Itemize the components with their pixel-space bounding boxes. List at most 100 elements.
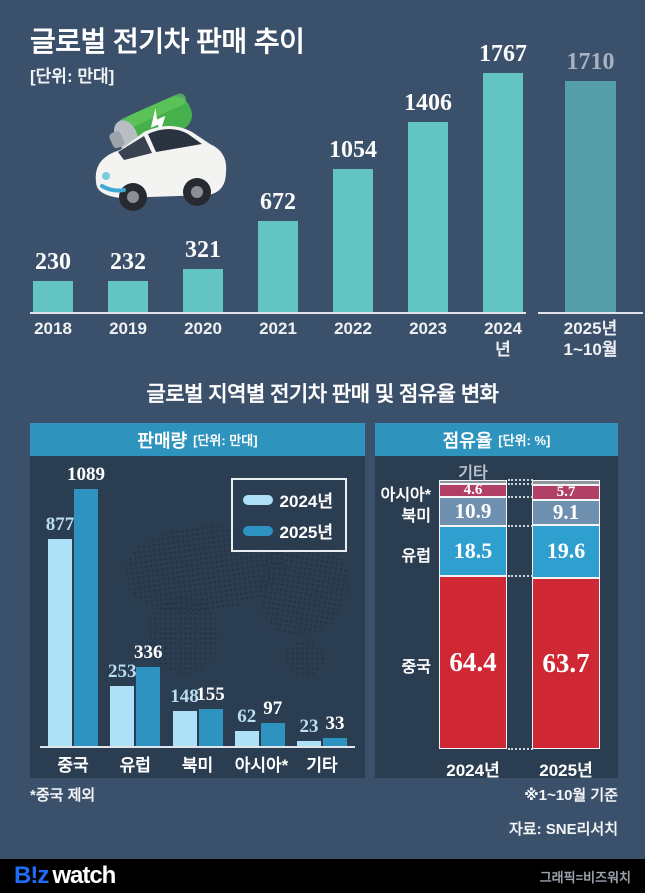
connector-line xyxy=(508,479,533,481)
bar xyxy=(48,539,72,746)
bizwatch-logo: B!z watch xyxy=(14,862,116,890)
annual-bar-column: 1710 xyxy=(565,49,616,312)
annual-bar-column: 1767 xyxy=(479,41,527,312)
connector-line xyxy=(508,495,533,498)
bar-value-label: 336 xyxy=(134,641,163,663)
bar-group-1: 253 336 xyxy=(108,641,163,746)
region-label-etc: 기타 xyxy=(458,465,488,482)
bar xyxy=(183,268,223,312)
bar xyxy=(74,489,98,746)
bar-column: 155 xyxy=(196,684,225,746)
bar xyxy=(110,686,135,746)
regional-sales-chart: 877 1089 253 336 148 155 62 97 23 33 xyxy=(40,456,355,748)
bar-value-label: 672 xyxy=(260,189,296,216)
note-source: 자료: SNE리서치 xyxy=(508,821,618,838)
axis-tick-label: 2018 xyxy=(34,319,72,338)
annual-bar-column: 230 xyxy=(33,249,73,312)
bar-group-0: 877 1089 xyxy=(45,464,105,746)
bar-column: 877 xyxy=(45,514,75,746)
bar xyxy=(297,740,321,746)
sales-volume-panel: 판매량 [단위: 만대] 2024년 2025년 877 1089 253 336 148… xyxy=(30,423,365,778)
segment-유럽: 18.5 xyxy=(439,525,507,576)
bar-column: 62 xyxy=(234,706,259,746)
bar xyxy=(323,738,347,746)
bar-column: 23 xyxy=(297,716,321,746)
share-panel-header: 점유율 [단위: %] xyxy=(375,423,618,456)
sales-panel-unit: [단위: 만대] xyxy=(193,433,258,448)
bar xyxy=(33,280,73,312)
annual-axis: 2018 2019 2020 2021 2022 2023 2024년 xyxy=(30,318,526,361)
segment-중국: 63.7 xyxy=(532,577,600,749)
segment-북미: 9.1 xyxy=(532,500,600,525)
bar xyxy=(136,666,161,746)
legend-item: 2024년 xyxy=(242,487,333,512)
world-map-decoration xyxy=(285,641,325,676)
axis-tick-label: 아시아* xyxy=(234,756,289,775)
bar-value-label: 1767 xyxy=(479,41,527,67)
segment-기타 xyxy=(439,480,507,485)
bar-column: 336 xyxy=(134,641,163,746)
axis-tick-label: 2020 xyxy=(184,319,222,338)
axis-tick-label: 2019 xyxy=(109,319,147,338)
segment-기타 xyxy=(532,480,600,486)
bar xyxy=(198,709,223,746)
unit-label: [단위: 만대] xyxy=(30,67,115,86)
annual-sales-chart: 230 232 321 672 1054 1406 1767 1710 2018 2019 20… xyxy=(30,41,643,361)
bar xyxy=(172,711,197,746)
bar-value-label: 230 xyxy=(35,248,71,275)
segment-유럽: 19.6 xyxy=(532,524,600,578)
bar xyxy=(234,731,259,746)
page-title: 글로벌 전기차 판매 추이 xyxy=(30,26,305,57)
section-title: 글로벌 지역별 전기차 판매 및 점유율 변화 xyxy=(146,383,499,406)
annual-bar-column: 321 xyxy=(183,237,223,312)
region-label: 아시아* xyxy=(380,487,431,505)
bar xyxy=(565,80,616,312)
note-china-exclude: *중국 제외 xyxy=(30,787,96,804)
regional-sales-axis: 중국 유럽 북미 아시아* 기타 xyxy=(40,751,355,776)
legend-swatch xyxy=(242,525,273,536)
annual-bar-column: 1406 xyxy=(404,90,452,312)
legend-item: 2025년 xyxy=(242,518,333,543)
bar-value-label: 1406 xyxy=(404,89,452,116)
sales-panel-title: 판매량 xyxy=(137,430,188,451)
market-share-stacked-chart: 4.6 10.9 18.5 64.4 2024년 5.7 9.1 19.6 63.7 2025년 기… xyxy=(375,456,618,778)
bar-value-label: 321 xyxy=(185,236,221,263)
note-period: ※1~10월 기준 xyxy=(524,787,618,804)
bar-value-label: 877 xyxy=(45,514,75,535)
axis-tick-label: 중국 xyxy=(57,756,89,775)
bar-group-3: 62 97 xyxy=(234,698,285,746)
share-panel-body: 4.6 10.9 18.5 64.4 2024년 5.7 9.1 19.6 63.7 2025년 기… xyxy=(375,456,618,778)
bar-value-label: 253 xyxy=(108,661,137,683)
stacked-bar-2025년: 5.7 9.1 19.6 63.7 xyxy=(532,480,600,749)
region-label: 북미 xyxy=(401,508,431,526)
column-label: 2024년 xyxy=(446,761,500,778)
bar-value-label: 1054 xyxy=(329,137,377,164)
footer-bar: B!z watch 그래픽=비즈워치 xyxy=(0,859,645,893)
axis-tick-label: 유럽 xyxy=(119,756,151,775)
bar xyxy=(260,723,285,746)
bar-value-label: 33 xyxy=(325,713,345,735)
graphic-credit: 그래픽=비즈워치 xyxy=(539,869,631,885)
axis-tick-label: 기타 xyxy=(306,756,338,775)
bar-column: 33 xyxy=(323,713,347,746)
legend-label: 2025년 xyxy=(279,523,333,542)
connector-line xyxy=(508,574,533,577)
bar-value-label: 148 xyxy=(170,686,199,708)
logo-watch: watch xyxy=(52,862,116,889)
bar xyxy=(108,280,148,312)
bar xyxy=(483,73,523,312)
annual-bar-2025: 1710 xyxy=(538,45,643,314)
bar-value-label: 23 xyxy=(299,715,319,737)
share-panel-title: 점유율 xyxy=(442,430,493,451)
ev-car-battery-illustration xyxy=(95,93,227,211)
axis-tick-label: 2021 xyxy=(259,319,297,338)
legend-swatch xyxy=(242,494,273,505)
sales-panel-body: 2024년 2025년 877 1089 253 336 148 155 62 97 23 33 중… xyxy=(30,456,365,778)
region-label: 유럽 xyxy=(401,547,431,565)
bar-group-4: 23 33 xyxy=(297,713,347,746)
bar-column: 253 xyxy=(108,661,137,746)
annual-bar-column: 1054 xyxy=(329,137,377,312)
logo-biz: B!z xyxy=(14,862,49,889)
annual-bar-column: 672 xyxy=(258,189,298,312)
